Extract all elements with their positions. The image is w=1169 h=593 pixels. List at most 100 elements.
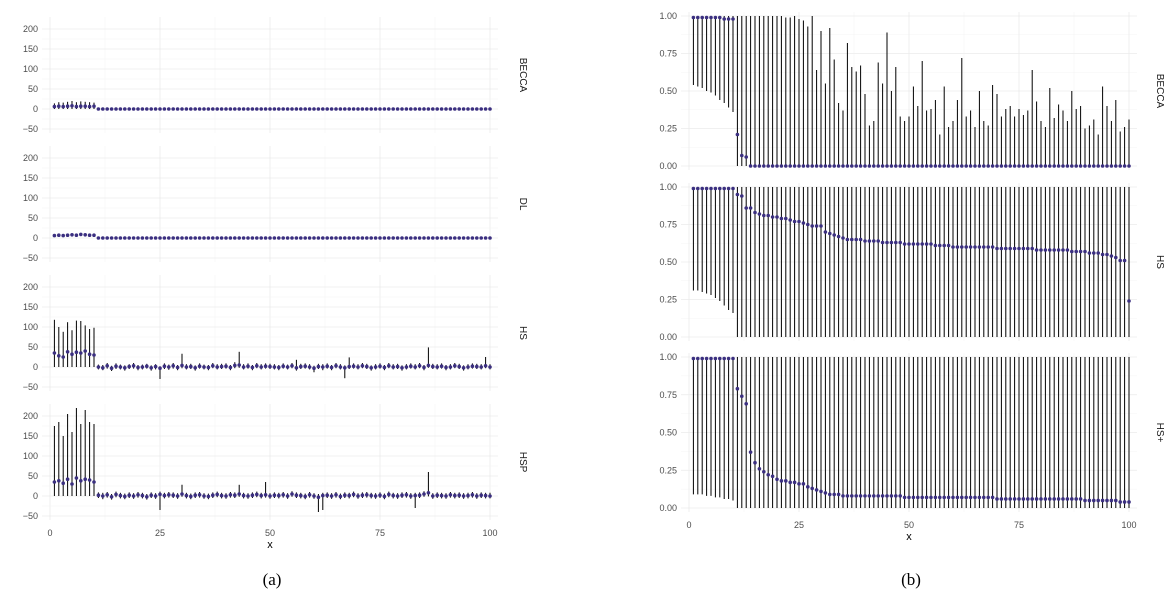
data-point: [748, 164, 753, 168]
data-point: [982, 495, 986, 500]
data-point: [87, 352, 92, 357]
data-point: [74, 350, 79, 355]
data-point: [413, 365, 418, 369]
data-point: [854, 164, 858, 168]
data-point: [457, 364, 462, 369]
data-point: [779, 216, 784, 221]
data-point: [483, 493, 488, 498]
data-point: [347, 364, 352, 369]
data-point: [290, 364, 294, 368]
data-point: [101, 107, 105, 111]
data-point: [836, 234, 841, 239]
data-point: [1083, 249, 1087, 254]
y-tick-label: 0.75: [659, 220, 677, 230]
y-tick-label: −50: [23, 253, 38, 263]
data-point: [74, 104, 79, 109]
data-point: [889, 240, 894, 245]
data-point: [867, 164, 872, 168]
data-point: [105, 364, 109, 368]
data-point: [704, 186, 709, 191]
y-tick-label: 0: [33, 362, 38, 372]
data-point: [246, 364, 250, 369]
data-point: [457, 493, 462, 498]
data-point: [338, 365, 343, 369]
data-point: [219, 364, 224, 369]
data-point: [189, 364, 193, 369]
data-point: [1092, 164, 1096, 168]
data-point: [973, 495, 977, 500]
data-point: [387, 492, 391, 497]
data-point: [448, 493, 453, 497]
data-point: [343, 493, 347, 498]
data-point: [942, 243, 946, 248]
x-axis-title: x: [267, 539, 273, 551]
data-point: [387, 364, 391, 368]
data-point: [744, 206, 748, 210]
data-point: [241, 493, 246, 498]
data-point: [158, 107, 162, 111]
data-point: [241, 365, 246, 369]
data-point: [470, 493, 475, 497]
data-point: [1065, 248, 1070, 252]
data-point: [202, 365, 206, 369]
x-tick-label: 25: [155, 528, 165, 538]
data-point: [180, 492, 184, 496]
y-tick-label: 200: [23, 282, 38, 292]
data-point: [65, 233, 70, 237]
data-point: [1092, 498, 1096, 503]
data-point: [1109, 164, 1114, 168]
data-point: [911, 242, 916, 246]
data-point: [105, 493, 109, 497]
data-point: [294, 236, 299, 240]
data-point: [863, 494, 867, 498]
data-point: [136, 236, 140, 240]
data-point: [995, 497, 999, 501]
data-point: [149, 236, 153, 240]
y-tick-label: 0.25: [659, 124, 677, 134]
data-point: [894, 240, 898, 245]
y-tick-label: 0.50: [659, 86, 677, 96]
data-point: [828, 164, 832, 168]
data-point: [1008, 497, 1012, 501]
data-point: [819, 164, 823, 168]
data-point: [1070, 497, 1074, 501]
data-point: [202, 107, 206, 111]
data-point: [1109, 498, 1114, 503]
data-point: [740, 153, 744, 158]
y-tick-label: 50: [28, 213, 38, 223]
data-point: [960, 245, 964, 249]
data-point: [180, 236, 184, 240]
data-point: [850, 164, 854, 168]
data-point: [127, 364, 131, 369]
data-point: [792, 219, 797, 224]
data-point: [1039, 497, 1043, 501]
data-point: [1083, 498, 1087, 503]
data-point: [175, 236, 180, 240]
x-tick-label: 100: [482, 528, 497, 538]
data-point: [96, 107, 101, 111]
data-point: [1127, 299, 1131, 303]
data-point: [1065, 497, 1070, 501]
data-point: [224, 494, 228, 498]
data-point: [453, 107, 457, 111]
data-point: [1030, 497, 1034, 501]
data-point: [1043, 164, 1048, 168]
data-point: [118, 365, 123, 369]
data-point: [872, 164, 876, 168]
data-point: [836, 492, 841, 497]
panel-hsp: −50 0 50 100 150 200 HSP: [23, 404, 528, 521]
data-point: [779, 479, 784, 483]
data-point: [417, 364, 422, 368]
data-point: [303, 364, 308, 369]
data-point: [426, 363, 431, 368]
data-point: [334, 364, 338, 368]
data-point: [145, 364, 149, 369]
data-point: [453, 493, 457, 498]
data-point: [290, 107, 294, 111]
data-point: [1105, 252, 1109, 257]
data-point: [294, 366, 299, 370]
data-point: [448, 107, 453, 111]
data-point: [435, 107, 440, 111]
data-point: [382, 107, 387, 111]
y-tick-label: 0.75: [659, 390, 677, 400]
